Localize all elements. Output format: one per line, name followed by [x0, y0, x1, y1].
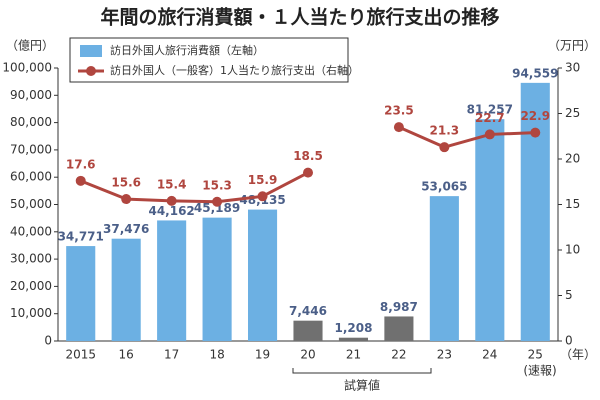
bar: [248, 209, 278, 341]
line-point: [75, 175, 86, 186]
bar-value-label: 94,559: [512, 66, 558, 80]
y2-axis-unit: （万円）: [548, 39, 596, 53]
x-tick-label: 21: [346, 348, 361, 362]
legend-label: 訪日外国人旅行消費額（左軸）: [110, 43, 264, 57]
x-tick-label: 17: [164, 348, 179, 362]
y-tick-label: 70,000: [10, 142, 52, 156]
x-tick-label: 2015: [65, 348, 96, 362]
line-value-label: 22.9: [520, 109, 550, 123]
x-tick-label: 25: [528, 348, 543, 362]
bar-value-label: 44,162: [148, 204, 194, 218]
bar-value-label: 81,257: [467, 103, 513, 117]
y-tick-label: 20,000: [10, 279, 52, 293]
bar: [66, 246, 96, 341]
x-tick-label: 22: [391, 348, 406, 362]
bar-value-label: 34,771: [58, 230, 104, 244]
x-tick-label: 24: [482, 348, 497, 362]
bar: [475, 119, 505, 341]
y-tick-label: 60,000: [10, 170, 52, 184]
bar: [520, 82, 550, 341]
y-tick-label: 0: [44, 334, 52, 348]
line-value-label: 15.9: [248, 173, 278, 187]
bracket: [292, 368, 432, 374]
line-point: [257, 191, 268, 202]
line-value-label: 15.6: [111, 176, 141, 190]
bar-value-label: 45,189: [194, 201, 240, 215]
legend-box: [69, 37, 349, 83]
x-tick-label: 19: [255, 348, 270, 362]
x-tick-label: 16: [119, 348, 134, 362]
line-point: [484, 129, 495, 140]
bar: [338, 337, 368, 341]
y-tick-label: 50,000: [10, 197, 52, 211]
x-tick-label: 18: [209, 348, 224, 362]
y2-tick-label: 10: [565, 243, 580, 257]
line-value-label: 17.6: [66, 157, 96, 171]
x-note: (速報): [523, 364, 556, 378]
x-axis-unit: （年）: [560, 348, 596, 362]
bar-value-label: 8,987: [380, 300, 418, 314]
line-value-label: 22.7: [475, 111, 505, 125]
line: [80, 125, 536, 204]
y2-tick-label: 5: [565, 288, 573, 302]
bar: [293, 320, 323, 341]
y-axis-unit: （億円）: [6, 39, 54, 53]
bar-value-label: 37,476: [103, 222, 149, 236]
y2-tick-label: 20: [565, 152, 580, 166]
legend-swatch: [80, 45, 102, 57]
line-point: [121, 194, 132, 205]
bar-value-label: 53,065: [421, 180, 467, 194]
y-tick-label: 100,000: [2, 61, 52, 75]
chart-title: 年間の旅行消費額・１人当たり旅行支出の推移: [100, 6, 499, 29]
y-tick-label: 10,000: [10, 306, 52, 320]
bar-value-label: 1,208: [334, 321, 372, 335]
y-tick-label: 30,000: [10, 252, 52, 266]
bar: [202, 217, 232, 341]
y-tick-label: 90,000: [10, 88, 52, 102]
legend-label: 訪日外国人（一般客）1人当たり旅行支出（右軸）: [110, 63, 359, 77]
bar: [157, 220, 187, 341]
line-value-label: 18.5: [293, 149, 323, 163]
x-tick-label: 23: [437, 348, 452, 362]
y2-tick-label: 30: [565, 61, 580, 75]
line-value-label: 23.5: [384, 104, 414, 118]
bar: [111, 238, 141, 341]
legend-swatch: [86, 66, 96, 76]
bar: [384, 316, 414, 341]
line-value-label: 21.3: [430, 124, 460, 138]
line-point: [166, 195, 177, 206]
bar: [429, 196, 459, 341]
bracket-label: 試算値: [344, 378, 380, 393]
line-point: [393, 122, 404, 133]
line-value-label: 15.4: [157, 177, 187, 191]
line-point: [439, 142, 450, 153]
x-tick-label: 20: [300, 348, 315, 362]
line-point: [303, 167, 313, 178]
y2-tick-label: 0: [565, 334, 573, 348]
line-value-label: 15.3: [202, 178, 232, 192]
bar-value-label: 7,446: [289, 304, 327, 318]
line-point: [530, 127, 541, 138]
y-tick-label: 40,000: [10, 224, 52, 238]
y2-tick-label: 15: [565, 197, 580, 211]
y-tick-label: 80,000: [10, 115, 52, 129]
line-point: [212, 196, 223, 207]
y2-tick-label: 25: [565, 106, 580, 120]
